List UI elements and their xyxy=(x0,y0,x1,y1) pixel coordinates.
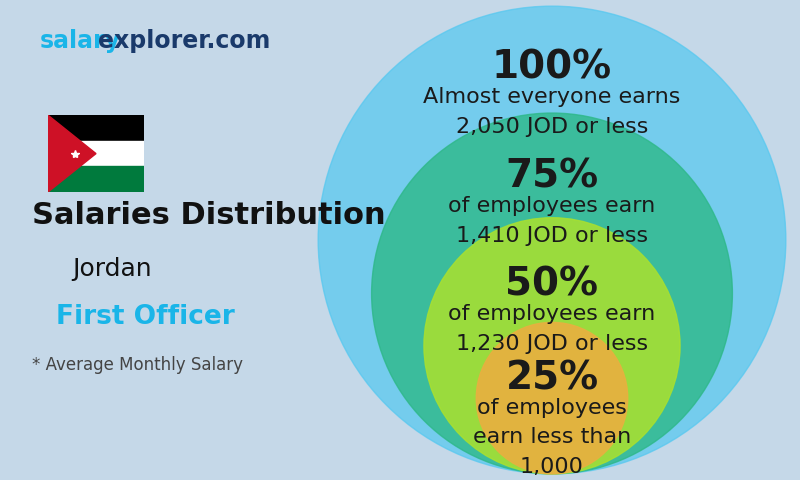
Text: Salaries Distribution: Salaries Distribution xyxy=(32,202,386,230)
Text: 1,230 JOD or less: 1,230 JOD or less xyxy=(456,334,648,354)
Text: First Officer: First Officer xyxy=(56,304,234,330)
Circle shape xyxy=(476,323,628,474)
Text: Jordan: Jordan xyxy=(72,257,152,281)
Text: 2,050 JOD or less: 2,050 JOD or less xyxy=(456,117,648,137)
Text: of employees earn: of employees earn xyxy=(448,196,656,216)
Bar xyxy=(48,115,144,141)
Text: 25%: 25% xyxy=(506,359,598,397)
Bar xyxy=(48,141,144,167)
Polygon shape xyxy=(48,115,96,192)
Text: 100%: 100% xyxy=(492,48,612,86)
Text: of employees earn: of employees earn xyxy=(448,304,656,324)
Text: of employees: of employees xyxy=(477,398,627,418)
Text: earn less than: earn less than xyxy=(473,427,631,447)
Text: Almost everyone earns: Almost everyone earns xyxy=(423,87,681,107)
Circle shape xyxy=(371,113,733,474)
Text: 1,000: 1,000 xyxy=(520,457,584,477)
Text: 1,410 JOD or less: 1,410 JOD or less xyxy=(456,226,648,246)
Circle shape xyxy=(424,218,680,474)
Text: 75%: 75% xyxy=(506,157,598,195)
Circle shape xyxy=(318,6,786,474)
Text: * Average Monthly Salary: * Average Monthly Salary xyxy=(32,356,243,374)
Bar xyxy=(48,167,144,192)
Text: 50%: 50% xyxy=(506,265,598,303)
Text: salary: salary xyxy=(40,29,121,53)
Text: explorer.com: explorer.com xyxy=(98,29,270,53)
